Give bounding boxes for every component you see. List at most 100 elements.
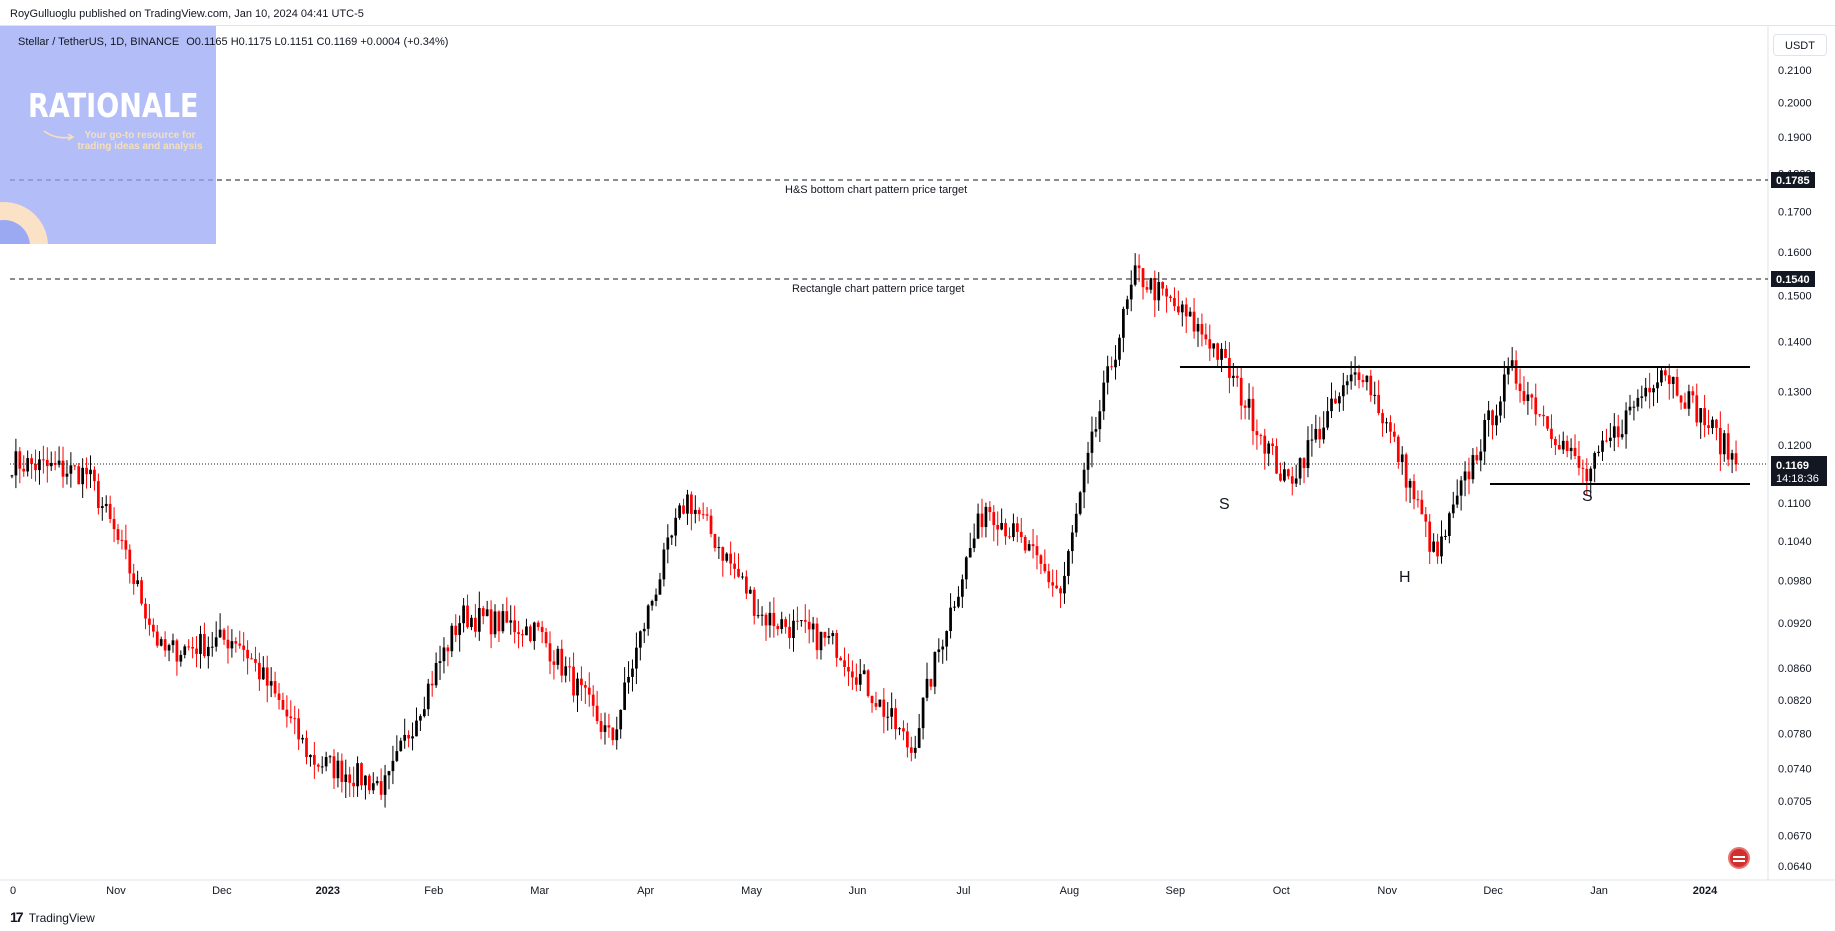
candle-body bbox=[320, 766, 324, 768]
time-tick-label: Sep bbox=[1166, 885, 1186, 897]
candle-body bbox=[1502, 374, 1506, 402]
candle-body bbox=[847, 666, 850, 672]
candle-body bbox=[890, 708, 894, 717]
candle-body bbox=[128, 549, 132, 574]
candle-body bbox=[1565, 440, 1569, 452]
candle-body bbox=[1530, 394, 1534, 398]
candle-body bbox=[1479, 451, 1483, 461]
candle-body bbox=[1581, 467, 1585, 469]
candle-body bbox=[1263, 435, 1267, 454]
candle-body bbox=[886, 716, 890, 718]
candle-body bbox=[772, 612, 776, 627]
candle-body bbox=[136, 580, 139, 584]
candle-body bbox=[1471, 455, 1475, 480]
candle-body bbox=[65, 473, 69, 477]
symbol-legend[interactable]: Stellar / TetherUS, 1D, BINANCE O0.1165 … bbox=[18, 36, 448, 48]
candle-body bbox=[222, 629, 226, 640]
time-tick-label: Jun bbox=[849, 885, 867, 897]
candle-body bbox=[839, 657, 842, 661]
candle-body bbox=[242, 645, 246, 650]
candle-body bbox=[1247, 398, 1251, 408]
candle-body bbox=[1200, 324, 1204, 335]
candle-body bbox=[167, 645, 171, 651]
candle-body bbox=[854, 677, 858, 685]
tradingview-logo-icon: 17 bbox=[10, 909, 24, 925]
candle-body bbox=[1047, 571, 1051, 583]
candle-body bbox=[1153, 278, 1157, 301]
us-flag-icon[interactable] bbox=[1728, 847, 1750, 869]
candle-body bbox=[430, 683, 434, 686]
candle-body bbox=[1424, 514, 1428, 522]
candle-body bbox=[403, 734, 407, 741]
candle-body bbox=[336, 760, 340, 779]
candle-body bbox=[10, 475, 14, 477]
candle-body bbox=[38, 459, 41, 471]
candle-body bbox=[674, 517, 678, 536]
candle-body bbox=[1381, 413, 1384, 424]
candle-body bbox=[525, 626, 528, 636]
candle-body bbox=[261, 667, 265, 680]
candle-body bbox=[1122, 308, 1125, 338]
candle-body bbox=[583, 685, 587, 688]
candle-body bbox=[1294, 478, 1298, 484]
candle-body bbox=[760, 614, 764, 616]
candle-body bbox=[748, 589, 752, 594]
candle-body bbox=[1640, 396, 1644, 398]
price-tick-label: 0.1100 bbox=[1778, 498, 1811, 510]
price-tick-label: 0.0670 bbox=[1778, 830, 1812, 842]
candle-body bbox=[1074, 513, 1078, 533]
candle-body bbox=[1416, 499, 1420, 501]
candle-body bbox=[548, 643, 552, 662]
candle-body bbox=[1609, 437, 1612, 441]
candle-body bbox=[1440, 536, 1443, 557]
candle-body bbox=[485, 609, 489, 617]
candle-body bbox=[627, 676, 630, 683]
time-tick-label: Jan bbox=[1590, 885, 1608, 897]
candle-body bbox=[1534, 397, 1538, 415]
rect-target-price-box bbox=[1771, 271, 1815, 287]
candle-body bbox=[1683, 402, 1687, 409]
price-tick-label: 0.0705 bbox=[1778, 796, 1812, 808]
candle-body bbox=[1067, 551, 1070, 576]
candle-body bbox=[1098, 411, 1102, 430]
candle-body bbox=[874, 703, 878, 707]
candle-body bbox=[532, 622, 536, 642]
candle-body bbox=[1224, 348, 1227, 358]
symbol-name: Stellar / TetherUS, 1D, BINANCE bbox=[18, 36, 180, 48]
candle-body bbox=[450, 625, 454, 652]
candle-body bbox=[1483, 419, 1487, 452]
candle-body bbox=[1612, 426, 1616, 438]
candle-body bbox=[690, 494, 693, 514]
candle-body bbox=[45, 459, 49, 467]
candle-body bbox=[882, 699, 886, 717]
candle-body bbox=[1404, 454, 1408, 488]
price-tick-label: 0.0860 bbox=[1778, 663, 1812, 675]
candle-body bbox=[1302, 458, 1306, 469]
candle-body bbox=[1094, 429, 1098, 432]
candle-body bbox=[599, 721, 603, 732]
candle-body bbox=[1161, 282, 1165, 289]
candle-body bbox=[297, 718, 301, 740]
candle-body bbox=[132, 573, 136, 584]
candle-body bbox=[210, 646, 214, 648]
candle-body bbox=[921, 697, 925, 729]
candle-body bbox=[493, 611, 497, 635]
candle-body bbox=[116, 529, 120, 540]
candle-body bbox=[281, 699, 285, 710]
candle-body bbox=[151, 624, 155, 632]
price-scale[interactable]: 0.21000.20000.19000.18000.17000.16000.15… bbox=[1778, 65, 1812, 873]
candle-body bbox=[619, 709, 623, 730]
candle-body bbox=[1082, 469, 1086, 493]
candle-body bbox=[1369, 375, 1373, 396]
candle-body bbox=[1557, 445, 1561, 450]
candle-body bbox=[218, 629, 222, 638]
candle-body bbox=[419, 716, 422, 721]
candle-body bbox=[1428, 521, 1432, 552]
time-scale[interactable]: 0 Nov Dec 2023 Feb Mar Apr May Jun Jul Aug Sep Oct No… bbox=[10, 885, 1718, 897]
currency-button[interactable]: USDT bbox=[1773, 34, 1827, 56]
candle-body bbox=[1035, 546, 1039, 556]
candle-body bbox=[183, 646, 187, 655]
candle-body bbox=[1467, 471, 1471, 480]
candle-body bbox=[1063, 575, 1066, 594]
